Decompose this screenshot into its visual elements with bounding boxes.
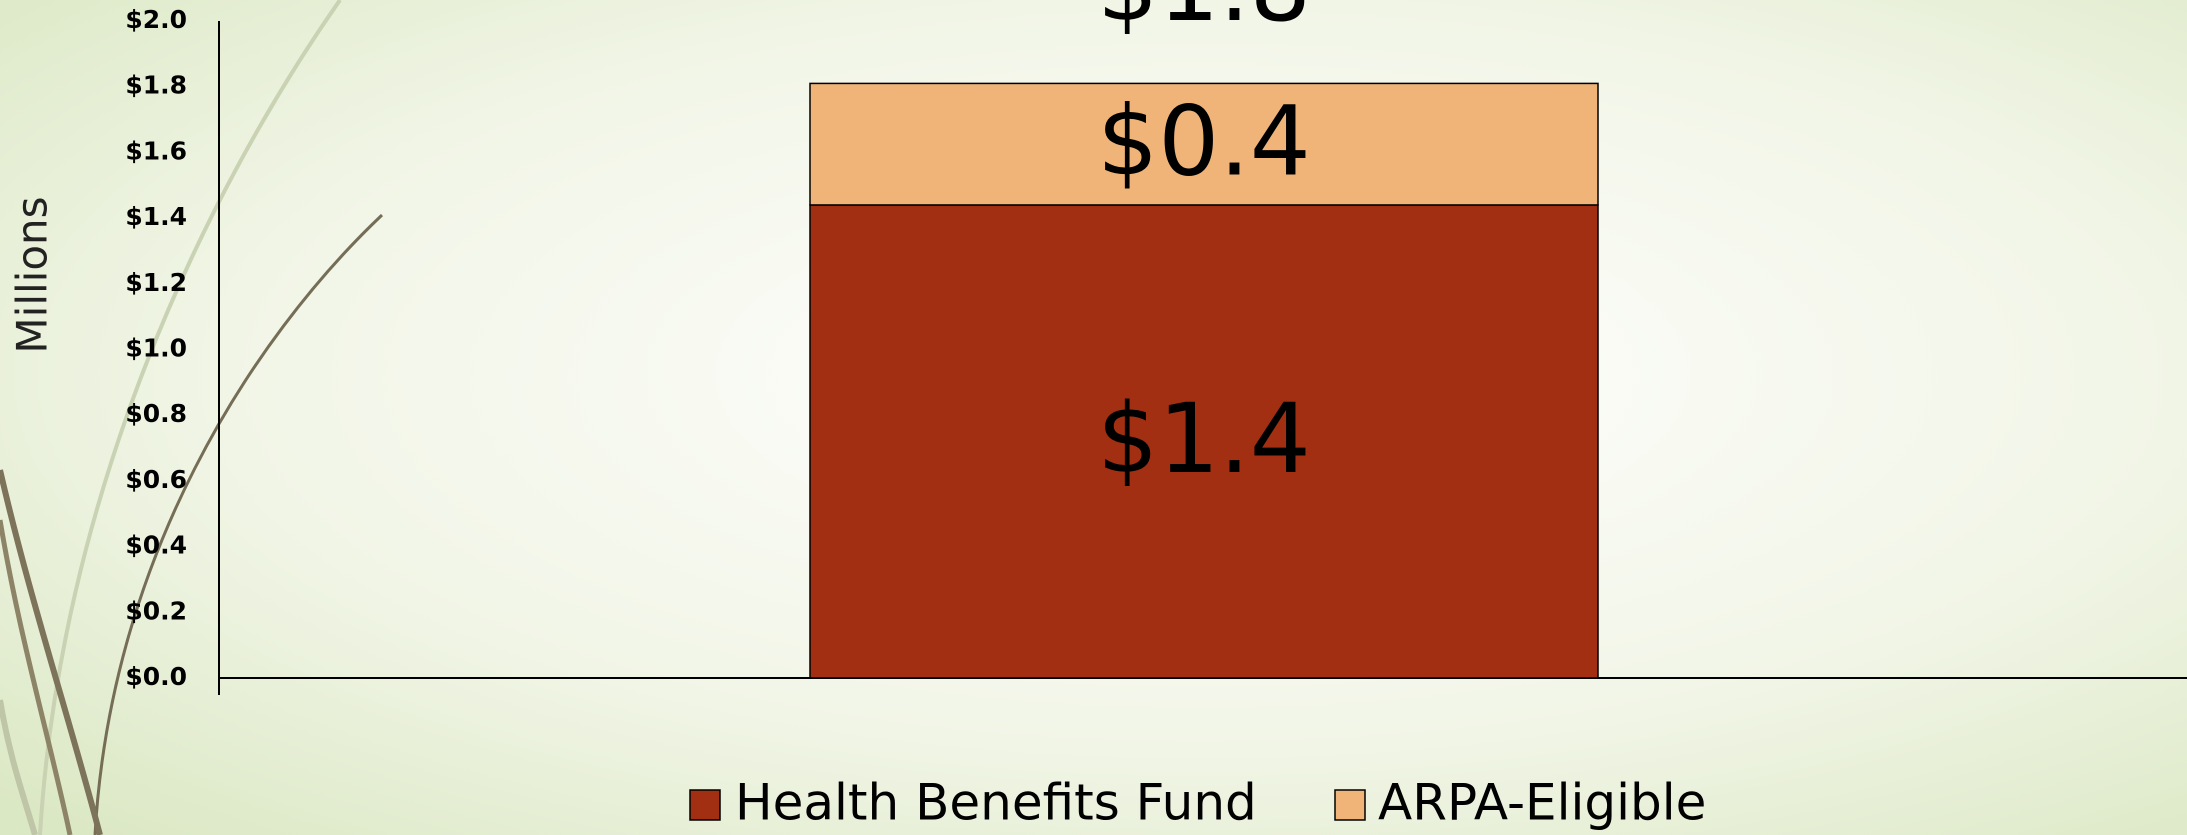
y-tick-label: $1.4 xyxy=(125,202,187,231)
y-tick-label: $1.0 xyxy=(125,334,187,363)
data-label: $0.4 xyxy=(1097,86,1311,198)
legend-swatch xyxy=(690,790,720,820)
legend-label: ARPA-Eligible xyxy=(1378,774,1706,832)
legend-label: Health Benefits Fund xyxy=(735,774,1257,832)
y-axis-label: Millions xyxy=(8,196,57,353)
y-tick-label: $1.2 xyxy=(125,268,187,297)
y-tick-label: $0.8 xyxy=(125,399,187,428)
y-tick-label: $1.8 xyxy=(125,71,187,100)
y-tick-label: $1.6 xyxy=(125,136,187,165)
data-label: $1.4 xyxy=(1097,383,1311,495)
chart: Millions $0.0 $0.2 $0.4 $0.6 $0.8 $1.0 $1.2 $1.… xyxy=(0,0,2187,835)
page: {"chart_data": {"type": "stacked_bar", "… xyxy=(0,0,2187,835)
legend-swatch xyxy=(1335,790,1365,820)
y-tick-label: $0.2 xyxy=(125,596,187,625)
y-tick-label: $2.0 xyxy=(125,5,187,34)
total-label: $1.8 xyxy=(1097,0,1311,43)
y-tick-label: $0.6 xyxy=(125,465,187,494)
y-tick-label: $0.4 xyxy=(125,531,187,560)
y-tick-label: $0.0 xyxy=(125,662,187,691)
